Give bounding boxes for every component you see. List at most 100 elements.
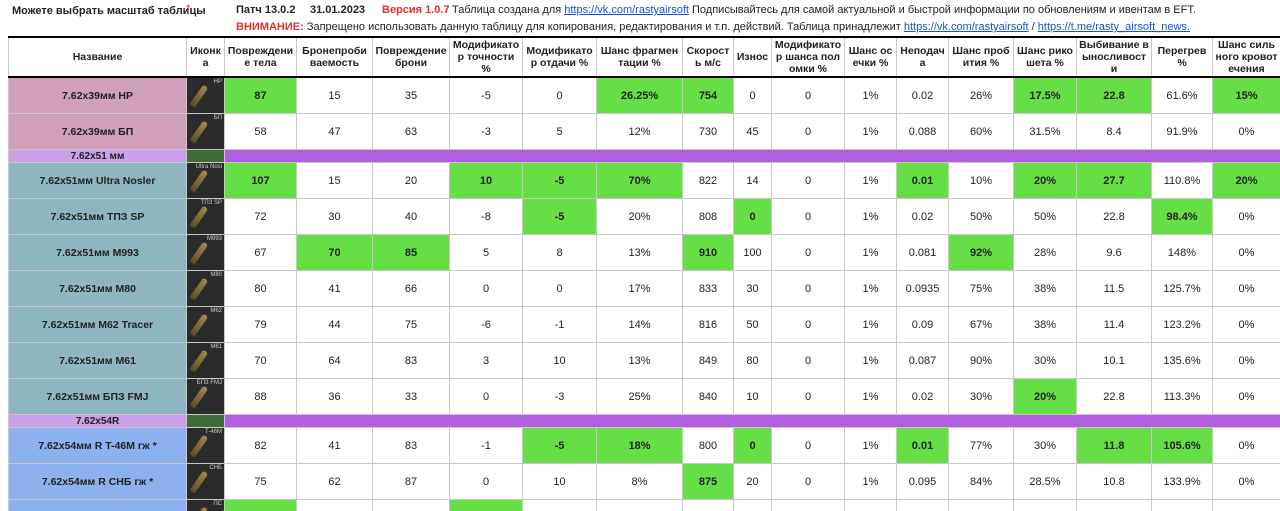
value-cell: 123.2% <box>1151 306 1213 343</box>
icon-label: СНБ <box>209 465 222 471</box>
value-cell: 0 <box>771 76 845 114</box>
value-cell: 17% <box>596 270 683 307</box>
column-header: Повреждение тела <box>224 36 297 78</box>
value-cell: 83 <box>372 427 450 464</box>
ammo-row: 7.62x54мм R T-46M гж * T-46M 82 41 83 -1 -5 18%… <box>8 427 1280 464</box>
value-cell: 11.4 <box>1076 306 1152 343</box>
warning: ВНИМАНИЕ: Запрещено использовать данную … <box>236 21 1190 33</box>
link[interactable]: https://vk.com/rastyairsoft <box>903 21 1029 33</box>
value-cell: 35 <box>372 76 450 114</box>
ammo-row: 7.62x51мм M61 M61 70 64 83 3 10 13% 849 80 0 1% 0.08… <box>8 342 1280 379</box>
value-cell: -5 <box>522 162 597 199</box>
value-cell: 148% <box>1151 234 1213 271</box>
date: 31.01.2023 <box>310 4 366 16</box>
value-cell: -5 <box>449 76 523 114</box>
value-cell: 15 <box>296 76 373 114</box>
value-cell <box>296 499 373 511</box>
icon-label: БПЗ FMJ <box>196 380 222 386</box>
value-cell <box>733 499 772 511</box>
value-cell <box>596 499 683 511</box>
value-cell: 0 <box>449 270 523 307</box>
bullet-image <box>189 434 209 458</box>
icon-label: T-46M <box>204 429 222 435</box>
ammo-name: 7.62x54мм R СНБ гж * <box>8 463 187 500</box>
value-cell: 822 <box>682 162 734 199</box>
value-cell: 98.4% <box>1151 198 1213 235</box>
patch: Патч 13.0.2 <box>236 4 296 16</box>
value-cell: 1% <box>844 198 897 235</box>
group-icon-cell <box>186 149 225 163</box>
arrow: ↑ <box>184 0 193 18</box>
value-cell: 75 <box>224 463 297 500</box>
value-cell: 10% <box>948 162 1014 199</box>
value-cell: 0% <box>1212 378 1280 415</box>
link[interactable]: https://vk.com/rastyairsoft <box>564 4 689 16</box>
bullet-image <box>189 385 209 409</box>
value-cell: -1 <box>449 427 523 464</box>
value-cell: 87 <box>372 463 450 500</box>
bullet-image <box>189 84 209 108</box>
column-header: Шанс рикошета % <box>1013 36 1077 78</box>
value-cell: 0 <box>771 234 845 271</box>
value-cell: 13% <box>596 234 683 271</box>
value-cell: 133.9% <box>1151 463 1213 500</box>
value-cell: 20 <box>733 463 772 500</box>
info: Таблица создана для https://vk.com/rasty… <box>452 4 1196 16</box>
group-label: 7.62x51 мм <box>8 149 187 163</box>
ammo-name: 7.62x51мм ТПЗ SP <box>8 198 187 235</box>
bullet-image <box>189 349 209 373</box>
value-cell: 0% <box>1212 234 1280 271</box>
value-cell: 1% <box>844 342 897 379</box>
value-cell: 33 <box>372 378 450 415</box>
value-cell: 61.6% <box>1151 76 1213 114</box>
value-cell: 0 <box>522 270 597 307</box>
bullet-image <box>189 169 209 193</box>
bullet-image <box>189 313 209 337</box>
value-cell: 30% <box>1013 342 1077 379</box>
ammo-name: 7.62x51мм БПЗ FMJ <box>8 378 187 415</box>
value-cell: 62 <box>296 463 373 500</box>
value-cell: -8 <box>449 198 523 235</box>
column-header: Шанс пробития % <box>948 36 1014 78</box>
value-cell: 91.9% <box>1151 113 1213 150</box>
value-cell: 0.02 <box>896 378 949 415</box>
value-cell: 30 <box>733 270 772 307</box>
value-cell: 50% <box>948 198 1014 235</box>
group-row: 7.62x51 мм <box>8 149 1280 163</box>
value-cell: 0 <box>771 306 845 343</box>
value-cell: 0.087 <box>896 342 949 379</box>
value-cell: 5 <box>522 113 597 150</box>
value-cell: 1% <box>844 270 897 307</box>
value-cell: 8 <box>522 234 597 271</box>
value-cell: 17.5% <box>1013 76 1077 114</box>
value-cell: 25% <box>596 378 683 415</box>
value-cell: 0 <box>771 270 845 307</box>
value-cell: 800 <box>682 427 734 464</box>
value-cell: 50 <box>733 306 772 343</box>
column-header: Перегрев % <box>1151 36 1213 78</box>
value-cell: 3 <box>449 342 523 379</box>
value-cell: 0.0935 <box>896 270 949 307</box>
value-cell: 60% <box>948 113 1014 150</box>
value-cell: 8.4 <box>1076 113 1152 150</box>
value-cell: 0.02 <box>896 76 949 114</box>
link[interactable]: https://t.me/rasty_airsoft_news. <box>1037 21 1190 33</box>
group-label: 7.62x54R <box>8 414 187 428</box>
value-cell: 40 <box>372 198 450 235</box>
value-cell <box>948 499 1014 511</box>
info-text: Подписывайтесь для самой актуальной и бы… <box>692 4 1196 16</box>
value-cell: 27.7 <box>1076 162 1152 199</box>
value-cell: 79 <box>224 306 297 343</box>
ammo-icon: БПЗ FMJ <box>186 378 225 415</box>
value-cell: 20% <box>596 198 683 235</box>
value-cell: 0% <box>1212 270 1280 307</box>
ammo-row: 7.62x51мм Ultra Nosler Ultra Nosl 107 15 20 1… <box>8 162 1280 199</box>
ammo-icon: M80 <box>186 270 225 307</box>
group-bar <box>224 149 1280 163</box>
ammo-name: 7.62x54мм R T-46M гж * <box>8 427 187 464</box>
bullet-image <box>189 470 209 494</box>
ammo-icon: T-46M <box>186 427 225 464</box>
ammo-row: 7.62x51мм M80 M80 80 41 66 0 0 17% 833 30 0 1% 0.093… <box>8 270 1280 307</box>
separator: / <box>1031 21 1035 33</box>
